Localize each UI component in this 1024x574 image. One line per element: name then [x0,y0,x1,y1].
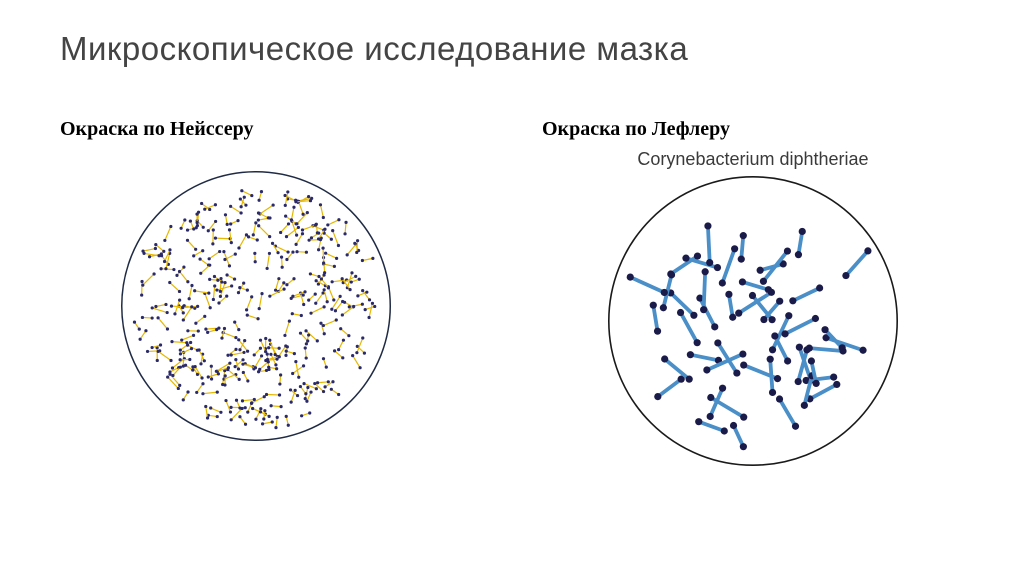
left-column: Окраска по Нейссеру [60,118,482,466]
left-subtitle: Окраска по Нейссеру [60,118,254,141]
loeffler-microscopy-view [608,176,898,466]
species-label: Corynebacterium diphtheriae [542,149,964,170]
columns: Окраска по Нейссеру Окраска по Лефлеру C… [60,118,964,466]
slide-title: Микроскопическое исследование мазка [60,30,964,68]
right-circle-wrap [542,176,964,466]
neisser-microscopy-view [121,171,391,441]
left-circle-wrap [60,171,482,441]
right-column: Окраска по Лефлеру Corynebacterium dipht… [542,118,964,466]
right-subtitle: Окраска по Лефлеру [542,118,730,141]
